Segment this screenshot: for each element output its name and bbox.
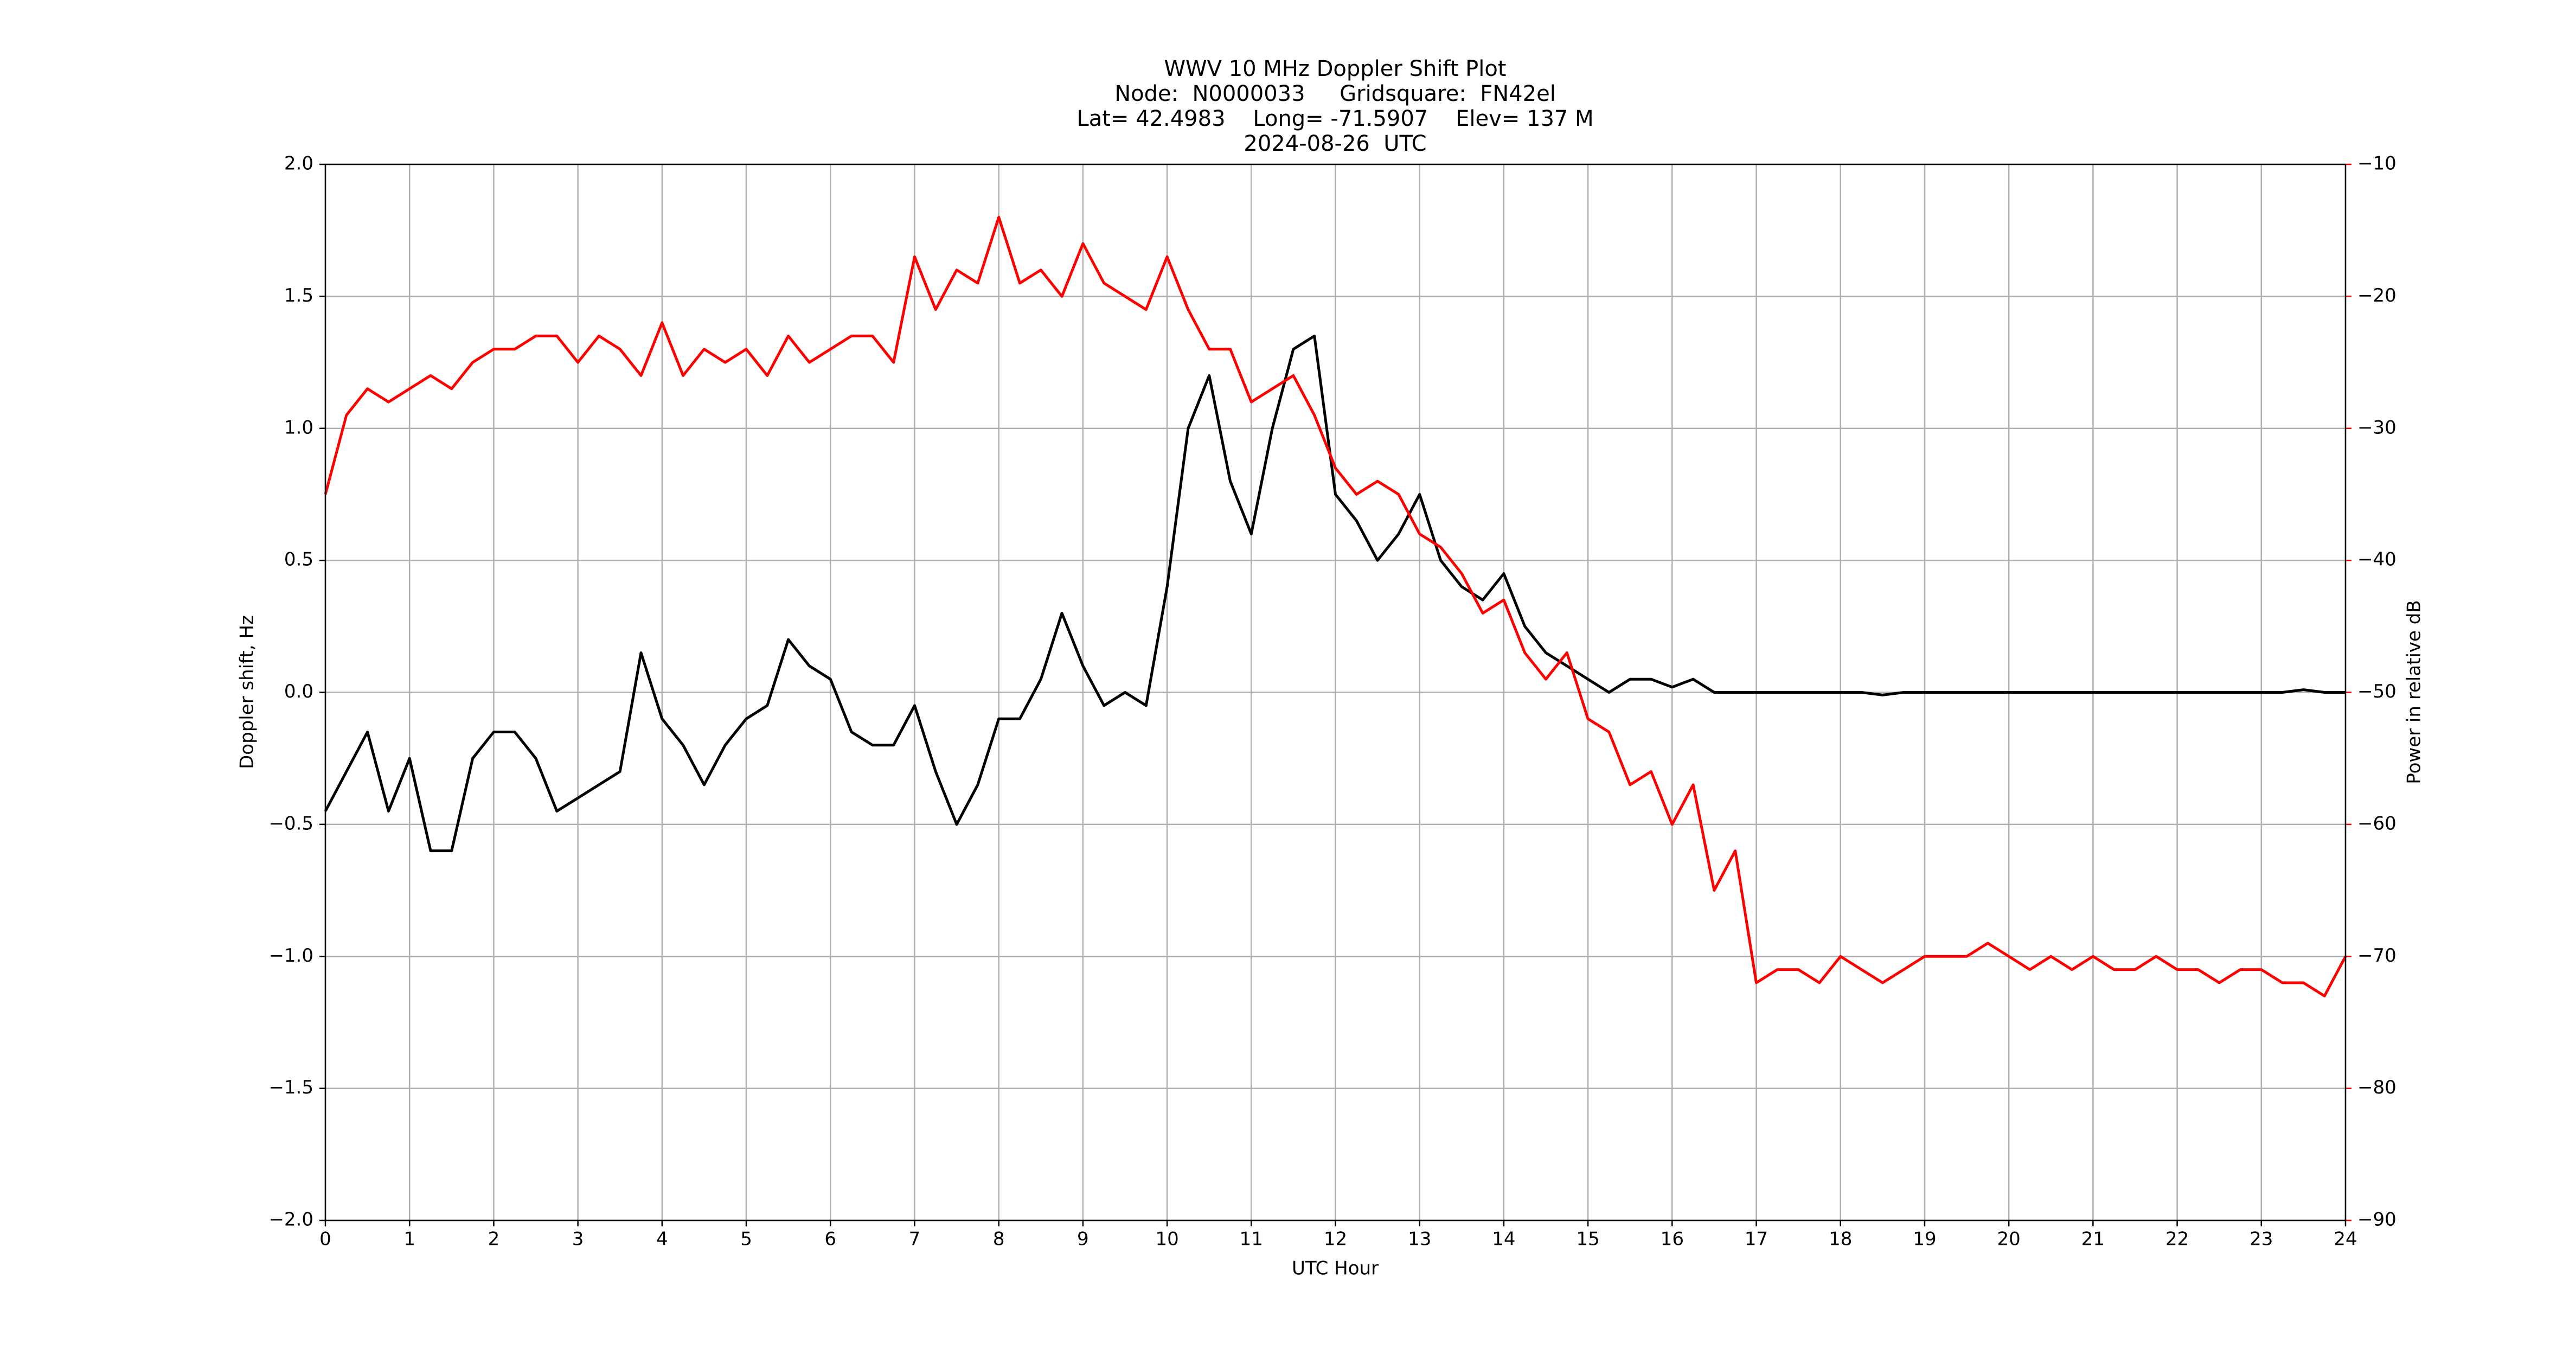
y-tick-label: −1.5 <box>268 1077 313 1098</box>
y-tick-label: −1.0 <box>268 945 313 967</box>
data-line <box>324 334 2346 853</box>
x-tick-label: 6 <box>824 1229 836 1250</box>
x-axis-label: UTC Hour <box>1292 1258 1379 1280</box>
y-tick-label: 2.0 <box>284 153 313 175</box>
x-tick-label: 9 <box>1077 1229 1089 1250</box>
x-tick-label: 24 <box>2334 1229 2357 1250</box>
chart-subtitle: Lat= 42.4983 Long= -71.5907 Elev= 137 M <box>1076 106 1593 131</box>
x-tick-label: 5 <box>740 1229 752 1250</box>
y-tick-label: −0.5 <box>268 813 313 834</box>
x-tick-label: 23 <box>2250 1229 2273 1250</box>
y2-tick-label: −90 <box>2357 1209 2396 1231</box>
x-tick-label: 7 <box>909 1229 921 1250</box>
x-tick-label: 3 <box>572 1229 584 1250</box>
x-tick-label: 20 <box>1997 1229 2021 1250</box>
y2-tick-label: −10 <box>2357 153 2396 175</box>
x-tick-label: 13 <box>1408 1229 1431 1250</box>
x-tick-label: 1 <box>403 1229 415 1250</box>
y-tick-label: 0.0 <box>284 681 313 702</box>
y-axis-label: Doppler shift, Hz <box>236 615 258 769</box>
x-tick-label: 2 <box>488 1229 500 1250</box>
x-tick-label: 8 <box>993 1229 1005 1250</box>
x-tick-label: 10 <box>1155 1229 1178 1250</box>
x-tick-label: 17 <box>1745 1229 1768 1250</box>
y2-tick-label: −70 <box>2357 945 2396 967</box>
y2-tick-label: −60 <box>2357 813 2396 834</box>
x-tick-label: 0 <box>319 1229 331 1250</box>
x-tick-label: 18 <box>1829 1229 1852 1250</box>
chart-title: WWV 10 MHz Doppler Shift Plot <box>1164 56 1506 81</box>
x-tick-label: 19 <box>1913 1229 1936 1250</box>
x-tick-label: 21 <box>2081 1229 2105 1250</box>
y2-tick-label: −80 <box>2357 1077 2396 1098</box>
y-tick-label: 1.5 <box>284 285 313 306</box>
plot-frame <box>324 163 2347 1221</box>
x-tick-label: 12 <box>1324 1229 1347 1250</box>
chart-subtitle: 2024-08-26 UTC <box>1244 131 1426 156</box>
y-tick-label: 1.0 <box>284 417 313 438</box>
x-tick-label: 15 <box>1576 1229 1599 1250</box>
x-tick-label: 14 <box>1492 1229 1515 1250</box>
x-tick-label: 22 <box>2165 1229 2189 1250</box>
chart-subtitle: Node: N0000033 Gridsquare: FN42el <box>1114 81 1556 106</box>
x-tick-label: 11 <box>1240 1229 1263 1250</box>
y-tick-label: −2.0 <box>268 1209 313 1231</box>
x-tick-label: 16 <box>1661 1229 1684 1250</box>
data-line <box>324 215 2347 997</box>
y2-tick-label: −50 <box>2357 681 2396 702</box>
y2-axis-label: Power in relative dB <box>2404 600 2425 784</box>
x-tick-label: 4 <box>656 1229 668 1250</box>
y2-tick-label: −20 <box>2357 285 2396 306</box>
y-tick-label: 0.5 <box>284 549 313 571</box>
y2-tick-label: −40 <box>2357 549 2396 571</box>
y2-tick-label: −30 <box>2357 417 2396 438</box>
